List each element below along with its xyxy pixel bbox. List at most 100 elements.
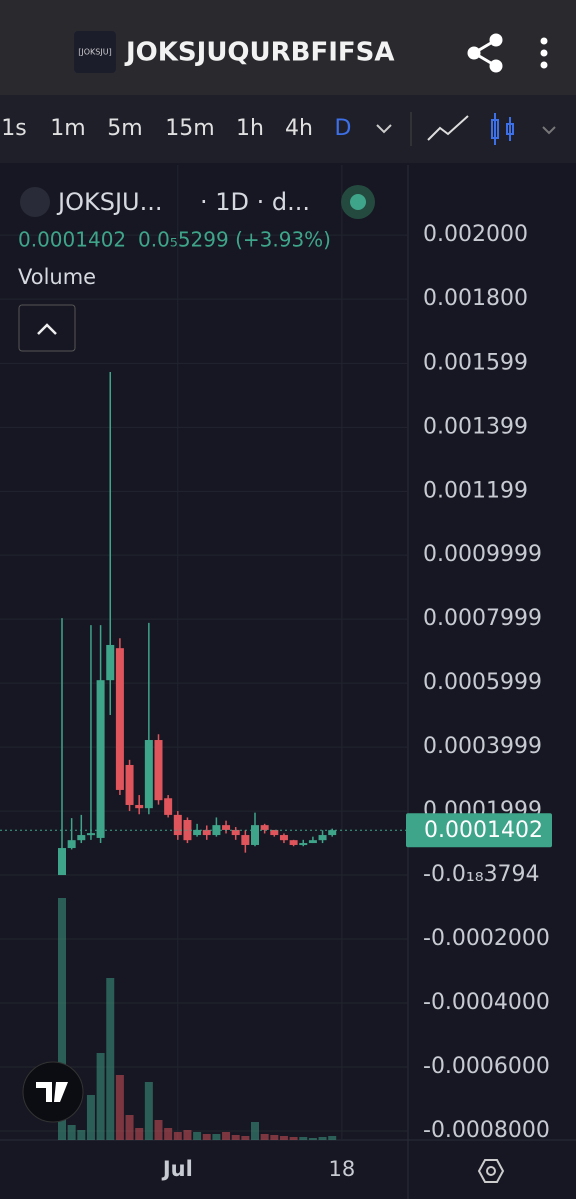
candle-body bbox=[154, 740, 163, 801]
timeframe[interactable]: 5m bbox=[107, 116, 142, 141]
candle-body bbox=[77, 835, 86, 841]
collapse-icon bbox=[37, 323, 57, 335]
candle-body bbox=[202, 829, 211, 836]
volume-bar bbox=[231, 1135, 240, 1140]
volume-bar bbox=[241, 1136, 250, 1140]
volume-bar bbox=[67, 1125, 76, 1140]
y-tick-label: 0.0005999 bbox=[423, 670, 542, 695]
volume-bar bbox=[96, 1053, 105, 1140]
share-icon[interactable] bbox=[467, 33, 503, 73]
volume-bar bbox=[202, 1134, 211, 1140]
candle-body bbox=[260, 825, 269, 830]
tv-logo[interactable] bbox=[22, 1061, 84, 1123]
y-tick-label: 0.001599 bbox=[423, 350, 528, 375]
symbol-logo bbox=[20, 187, 50, 217]
volume-bar bbox=[318, 1137, 327, 1140]
volume-bar bbox=[77, 1130, 86, 1140]
y-tick-label: -0.0₁₈3794 bbox=[423, 862, 540, 887]
timeframe[interactable]: 4h bbox=[285, 116, 313, 141]
candle-body bbox=[289, 840, 298, 845]
candle-body bbox=[183, 820, 192, 841]
candle-body bbox=[164, 798, 173, 815]
menu-icon[interactable] bbox=[540, 37, 548, 69]
status-dot bbox=[350, 194, 366, 210]
settings-icon[interactable] bbox=[477, 1159, 505, 1183]
volume-bar bbox=[115, 1075, 124, 1140]
timeframe[interactable]: D bbox=[335, 116, 352, 141]
candle-body bbox=[222, 825, 231, 830]
volume-bar bbox=[125, 1115, 134, 1140]
y-tick-label: -0.0004000 bbox=[423, 990, 550, 1015]
volume-bar bbox=[183, 1130, 192, 1140]
volume-bar bbox=[270, 1135, 279, 1140]
chart-area bbox=[0, 165, 576, 1199]
volume-bar bbox=[260, 1134, 269, 1140]
candle-body bbox=[308, 840, 317, 844]
timeframe[interactable]: 15m bbox=[165, 116, 214, 141]
candle-body bbox=[67, 840, 76, 849]
volume-bar bbox=[154, 1120, 163, 1140]
candle-body bbox=[106, 644, 115, 681]
y-tick-label: -0.0006000 bbox=[423, 1054, 550, 1079]
timeframe[interactable]: 1h bbox=[236, 116, 264, 141]
header-title: JOKSJUQURBFIFSA bbox=[124, 38, 395, 68]
y-tick-label: 0.001399 bbox=[423, 414, 528, 439]
y-tick-label: 0.001199 bbox=[423, 478, 528, 503]
logo-text: [JOKSJU] bbox=[78, 48, 111, 57]
volume-bar bbox=[251, 1122, 259, 1140]
volume-bar bbox=[289, 1137, 298, 1140]
legend-change: 0.0₅5299 (+3.93%) bbox=[138, 228, 331, 252]
volume-bar bbox=[299, 1137, 308, 1140]
x-tick-label: Jul bbox=[161, 1157, 193, 1181]
candle-body bbox=[241, 835, 250, 845]
logo bbox=[74, 31, 116, 73]
legend-interval: · 1D · d... bbox=[200, 188, 310, 216]
volume-bar bbox=[164, 1128, 173, 1140]
volume-label: Volume bbox=[18, 265, 96, 289]
chevron[interactable] bbox=[376, 124, 392, 134]
candle-body bbox=[231, 829, 240, 836]
legend-symbol: JOKSJU... bbox=[56, 188, 162, 216]
timeframe[interactable]: 1m bbox=[50, 116, 85, 141]
volume-bar bbox=[86, 1095, 95, 1140]
volume-bar bbox=[212, 1134, 221, 1140]
chevron[interactable] bbox=[542, 126, 556, 135]
x-tick-label: 18 bbox=[328, 1157, 355, 1181]
candle-body bbox=[251, 825, 259, 845]
y-tick-label: 0.001800 bbox=[423, 286, 528, 311]
candle-body bbox=[270, 829, 279, 836]
y-tick-label: 0.002000 bbox=[423, 222, 528, 247]
volume-bar bbox=[328, 1136, 337, 1140]
y-tick-label: 0.0003999 bbox=[423, 734, 542, 759]
candle-body bbox=[115, 648, 124, 790]
y-tick-label: -0.0008000 bbox=[423, 1118, 550, 1143]
collapse-button[interactable] bbox=[18, 304, 76, 352]
volume-bar bbox=[279, 1136, 288, 1140]
tv-logo-mark bbox=[36, 1082, 68, 1102]
candle-body bbox=[193, 829, 202, 836]
last-price-box bbox=[406, 813, 552, 848]
candle-body bbox=[299, 843, 308, 846]
volume-bar bbox=[106, 978, 115, 1140]
toolbar bbox=[0, 95, 576, 163]
candle-body bbox=[135, 804, 144, 809]
y-tick-label: -0.0002000 bbox=[423, 926, 550, 951]
candle-icon[interactable] bbox=[491, 113, 514, 145]
candle-body bbox=[86, 833, 95, 836]
timeframe[interactable]: 1s bbox=[1, 116, 26, 141]
line-icon[interactable] bbox=[427, 115, 469, 141]
y-tick-label: 0.0009999 bbox=[423, 542, 542, 567]
volume-bar bbox=[308, 1138, 317, 1140]
candle-body bbox=[96, 680, 105, 838]
volume-bar bbox=[135, 1128, 144, 1140]
volume-bar bbox=[193, 1132, 202, 1140]
candle-body bbox=[279, 835, 288, 841]
candle-body bbox=[144, 740, 153, 809]
candle-body bbox=[318, 835, 327, 841]
last-price-label: 0.0001402 bbox=[424, 818, 543, 843]
candle-body bbox=[125, 764, 134, 805]
volume-bar bbox=[222, 1132, 231, 1140]
candle-body bbox=[58, 848, 66, 876]
